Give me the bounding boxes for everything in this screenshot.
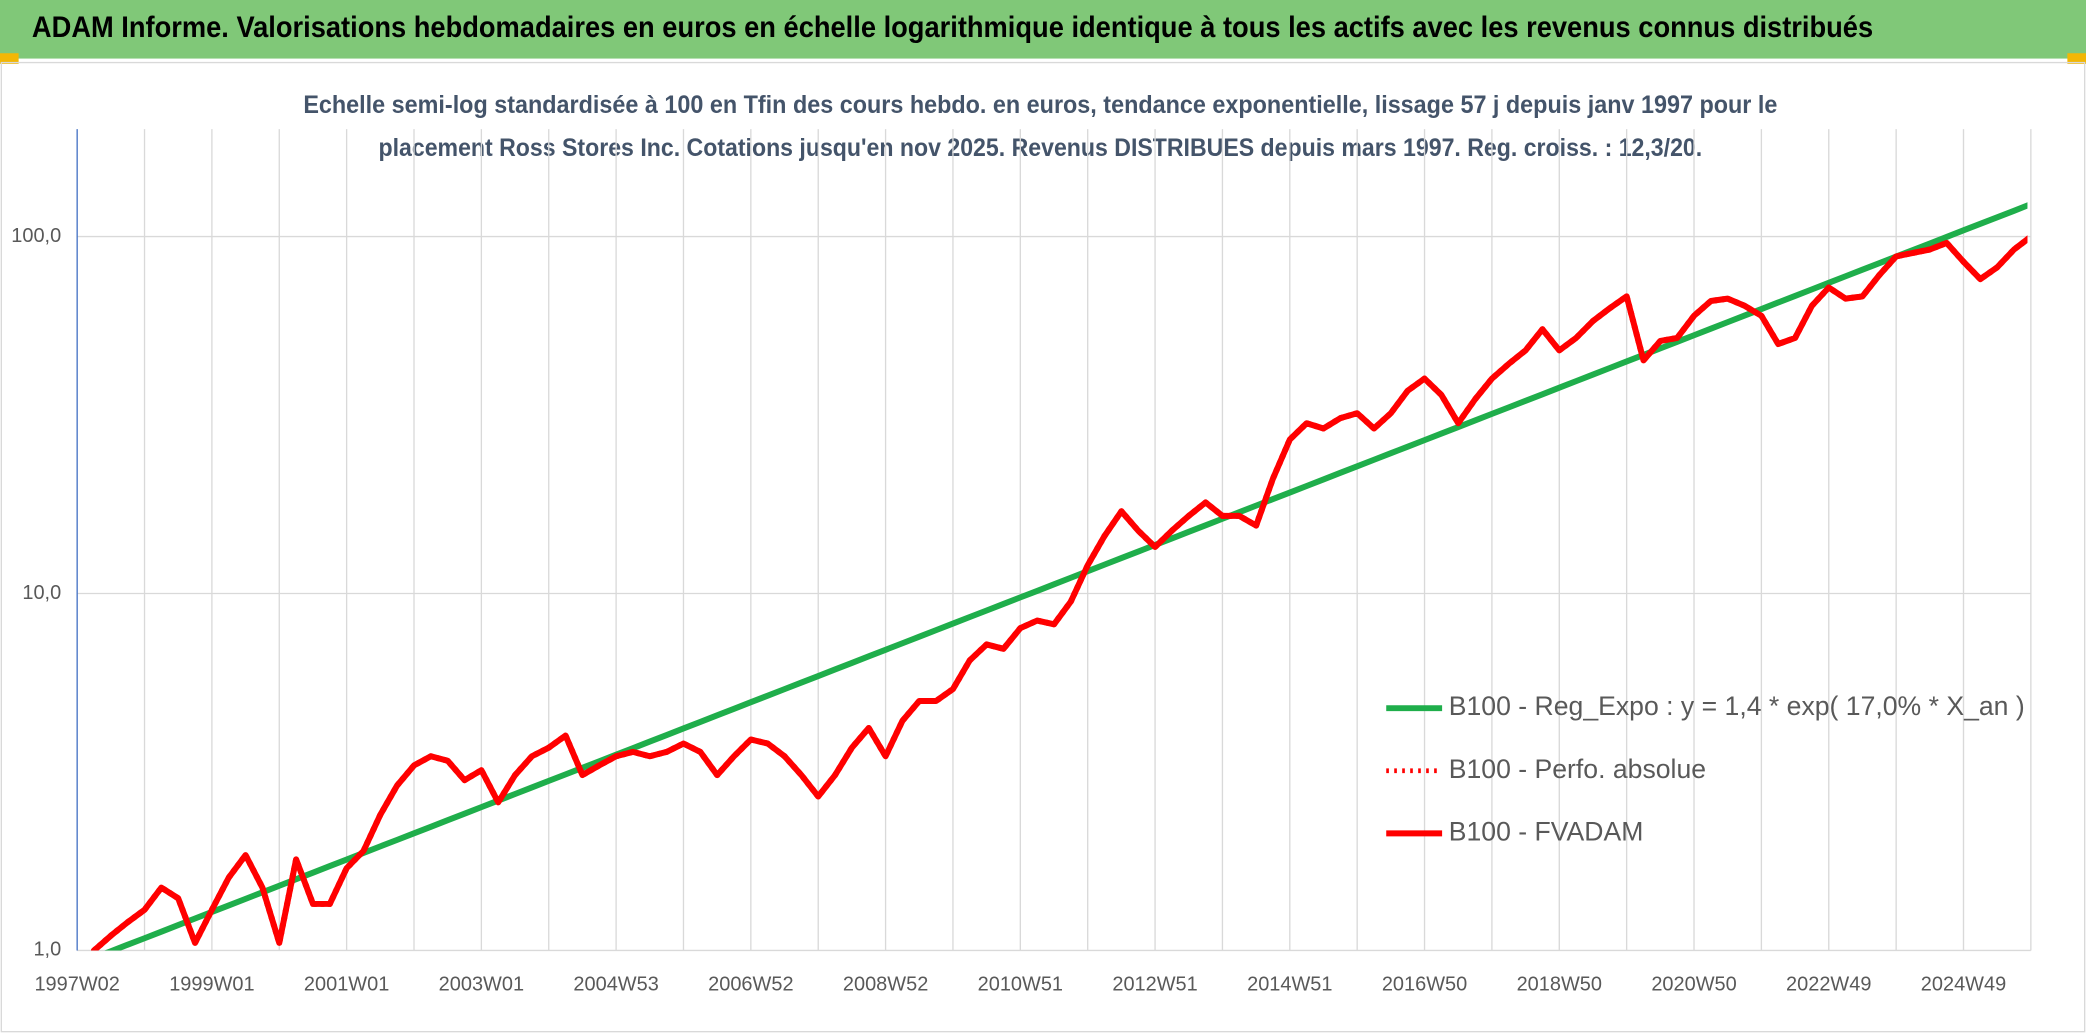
legend-label: B100 - FVADAM xyxy=(1449,816,1644,846)
header-title: ADAM Informe. Valorisations hebdomadaire… xyxy=(32,12,1873,44)
x-tick-label: 1999W01 xyxy=(169,973,254,995)
x-tick-label: 2024W49 xyxy=(1921,973,2006,995)
x-tick-label: 2008W52 xyxy=(843,973,928,995)
x-tick-label: 2012W51 xyxy=(1112,973,1197,995)
x-tick-label: 2016W50 xyxy=(1382,973,1467,995)
chart-subtitle: placement Ross Stores Inc. Cotations jus… xyxy=(378,134,1702,162)
series-line xyxy=(91,235,2028,951)
corner-tab xyxy=(2067,53,2086,64)
x-tick-label: 2006W52 xyxy=(708,973,793,995)
x-tick-label: 2003W01 xyxy=(439,973,524,995)
grid xyxy=(77,129,2032,952)
frame xyxy=(0,61,2086,1033)
y-tick-label: 10,0 xyxy=(22,582,61,604)
legend-label: B100 - Reg_Expo : y = 1,4 * exp( 17,0% *… xyxy=(1449,691,2025,721)
legend: B100 - Reg_Expo : y = 1,4 * exp( 17,0% *… xyxy=(1386,691,2025,846)
labels: 1,0 10,0 100,0 1997W02 1999W01 2001W01 2003W01… xyxy=(11,225,2006,996)
corner-tab xyxy=(0,53,19,64)
y-tick-label: 100,0 xyxy=(11,225,61,247)
x-tick-label: 2001W01 xyxy=(304,973,389,995)
x-tick-label: 2018W50 xyxy=(1517,973,1602,995)
series-line xyxy=(104,202,2028,951)
x-tick-label: 2022W49 xyxy=(1786,973,1871,995)
x-tick-label: 2014W51 xyxy=(1247,973,1332,995)
chart-subtitle: Echelle semi-log standardisée à 100 en T… xyxy=(303,91,1777,119)
x-tick-label: 2020W50 xyxy=(1651,973,1736,995)
x-tick-label: 1997W02 xyxy=(34,973,119,995)
x-tick-label: 2004W53 xyxy=(573,973,658,995)
legend-label: B100 - Perfo. absolue xyxy=(1449,754,1706,784)
y-tick-label: 1,0 xyxy=(33,939,61,961)
plot-area xyxy=(91,202,2028,951)
header-band xyxy=(0,0,2086,59)
x-tick-label: 2010W51 xyxy=(978,973,1063,995)
